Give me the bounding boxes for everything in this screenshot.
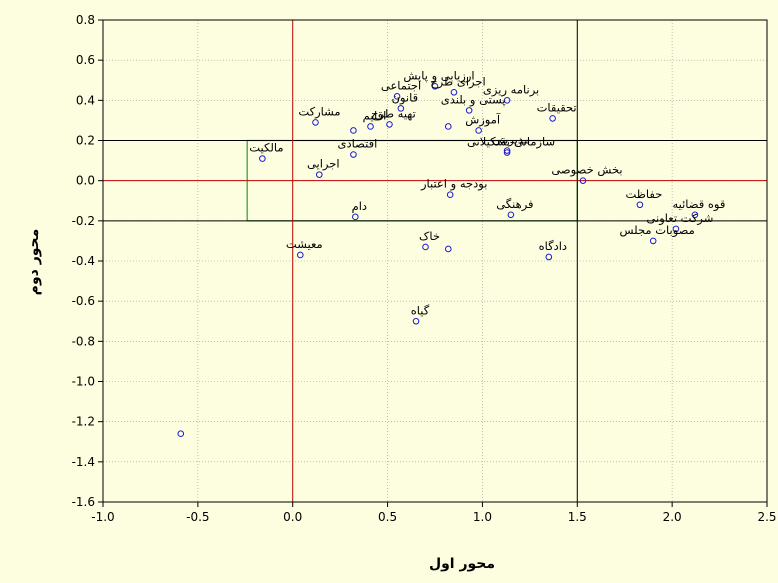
point-label: دادگاه [539,239,567,253]
data-point [397,105,405,112]
y-tick-label: -0.6 [72,294,95,308]
point-label: تهیه طرح [371,106,416,121]
reference-lines [103,20,767,502]
point-label: خاک [419,229,440,243]
point-label: فرهنگی [496,197,533,212]
x-axis-ticks: -1.0 -0.5 0.0 0.5 1.0 1.5 2.0 2.5 [91,502,777,524]
point-label: اقتصادی [338,137,378,151]
point-label: قانون [392,90,419,105]
data-point [431,82,439,90]
y-tick-label: -1.0 [72,375,95,389]
y-tick-label: -0.4 [72,254,95,268]
x-tick-label: -0.5 [186,510,209,524]
point-label: دام [352,199,367,213]
point-label: اجتماعی [381,78,421,92]
point-label: شرکت تعاونی [646,211,713,226]
data-point [672,225,680,233]
data-point [507,211,515,219]
data-point [691,211,699,219]
y-tick-label: -0.2 [72,214,95,228]
y-tick-label: -1.4 [72,455,95,469]
data-point [446,191,454,199]
point-label: اجرای طرح [430,74,485,89]
data-point [444,245,452,253]
data-point [367,123,374,130]
data-point [297,251,304,259]
y-tick-label: 0.0 [76,174,95,188]
point-label: آموزش [465,112,501,127]
point-label: برنامه ریزی [483,82,539,97]
point-label: معیشت [286,237,323,251]
data-point [465,107,473,114]
data-points [177,82,699,438]
x-tick-label: 2.0 [663,510,682,524]
y-axis-label: محور دوم [26,229,42,296]
data-point [315,171,323,178]
y-tick-label: 0.2 [76,134,95,148]
point-label: قوه قضائیه [672,197,725,212]
point-label: سازمانی-تشکیلاتی [467,135,555,150]
y-tick-label: 0.6 [76,53,95,67]
data-point [503,147,511,154]
data-point [503,149,511,156]
data-point [649,237,657,245]
x-tick-label: 0.5 [378,510,397,524]
point-label: مشارکت [298,104,340,119]
point-label: پستی و بلندی [441,92,506,107]
data-point [444,123,452,130]
data-point [549,115,556,122]
data-point [177,430,185,438]
point-label: مالکیت [249,141,283,155]
point-label: مصوبات مجلس [620,223,695,238]
data-point [352,213,359,221]
x-tick-label: 0.0 [283,510,302,524]
data-point [636,201,644,209]
y-tick-label: -1.2 [72,415,95,429]
x-axis-label: محور اول [429,556,495,572]
x-tick-label: 1.5 [568,510,587,524]
point-label: حفاظت [625,187,662,201]
y-axis-ticks: 0.8 0.6 0.4 0.2 0.0 -0.2 -0.4 -0.6 -0.8 -1.0 -1.2 -… [72,13,103,509]
data-point [579,177,587,184]
point-label: بودجه و اعتبار [420,177,487,192]
x-tick-label: 2.5 [757,510,776,524]
data-point [350,151,357,158]
data-point [475,127,482,134]
data-point [503,97,511,104]
data-point [350,127,357,134]
y-tick-label: -0.8 [72,334,95,348]
y-tick-label: 0.8 [76,13,95,27]
data-point [312,119,319,126]
data-point [393,93,401,100]
point-label: اقلیم [363,108,387,122]
point-label: ارزیابی و پایش [403,68,474,83]
data-point [386,121,393,128]
data-point [545,253,553,261]
point-label: بخش خصوصی [551,163,622,178]
data-point [422,243,429,251]
y-tick-label: 0.4 [76,93,95,107]
point-label: اجرایی [307,157,340,172]
data-point [412,317,420,325]
point-label: گیاه [411,303,430,317]
x-tick-label: -1.0 [91,510,114,524]
data-point [450,89,458,96]
x-tick-label: 1.0 [473,510,492,524]
grid [102,19,768,503]
point-label: تحقیقات [537,100,577,114]
data-point [259,155,266,162]
point-label: مدیریتی [492,133,530,148]
y-tick-label: -1.6 [72,495,95,509]
